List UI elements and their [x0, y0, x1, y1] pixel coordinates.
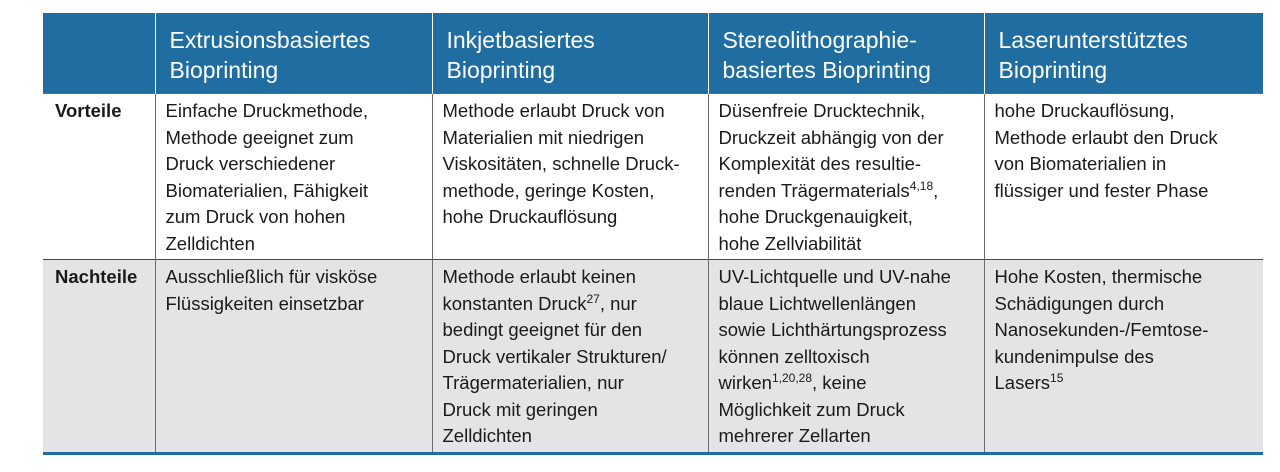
cell-line: Hohe Kosten, thermische — [994, 266, 1203, 287]
cell-line-suffix: , nur — [599, 292, 637, 314]
cell-line: Biomaterialien, Fähigkeit — [165, 179, 369, 201]
header-line: Bioprinting — [169, 57, 279, 83]
header-line: basiertes Bioprinting — [722, 57, 931, 83]
header-line: Inkjetbasiertes — [446, 27, 595, 53]
cell-line: Druckzeit abhängig von der — [718, 126, 944, 148]
table-row-vorteile: Vorteile Einfache Druckmethode, Methode … — [43, 93, 1263, 260]
cell-line: hohe Druckgenauigkeit, — [718, 206, 913, 227]
cell-line: zum Druck von hohen — [165, 206, 346, 227]
cell-nachteile-inkjet: Methode erlaubt keinen konstanten Druck2… — [431, 259, 708, 452]
reference-superscript: 4,18 — [909, 178, 934, 193]
cell-line: hohe Zellviabilität — [718, 232, 862, 254]
cell-line: konstanten Druck — [442, 292, 587, 314]
cell-line-suffix: , keine — [812, 372, 867, 393]
cell-line: UV-Lichtquelle und UV-nahe — [718, 266, 951, 287]
cell-nachteile-stereolithography: UV-Lichtquelle und UV-nahe blaue Lichtwe… — [707, 259, 984, 452]
header-stereolithography: Stereolithographie- basiertes Bioprintin… — [707, 13, 984, 94]
header-line: Stereolithographie- — [722, 27, 917, 53]
bioprinting-comparison-table: Extrusionsbasiertes Bioprinting Inkjetba… — [43, 13, 1263, 452]
reference-superscript: 15 — [1050, 370, 1064, 385]
cell-line: blaue Lichtwellenlängen — [718, 292, 916, 314]
cell-line: Methode geeignet zum — [165, 126, 354, 148]
cell-line: Viskositäten, schnelle Druck- — [442, 153, 680, 174]
header-line: Bioprinting — [446, 57, 556, 83]
cell-line: Druck vertikaler Strukturen/ — [442, 345, 667, 367]
cell-line: Methode erlaubt keinen — [442, 266, 636, 287]
cell-line: Methode erlaubt Druck von — [442, 100, 665, 121]
cell-line: Nanosekunden-/Femtose- — [994, 319, 1209, 340]
cell-line: renden Trägermaterials — [718, 179, 910, 201]
cell-line: Düsenfreie Drucktechnik, — [718, 100, 926, 121]
cell-line: hohe Druckauflösung, — [994, 100, 1175, 121]
cell-line: Materialien mit niedrigen — [442, 126, 645, 148]
cell-line: Lasers — [994, 372, 1051, 393]
cell-line: Schädigungen durch — [994, 292, 1165, 314]
cell-line: Zelldichten — [442, 425, 532, 446]
cell-line: Möglichkeit zum Druck — [718, 398, 905, 420]
cell-line-suffix: , — [933, 179, 939, 201]
cell-line: Druck verschiedener — [165, 153, 336, 174]
comparison-table-frame: Extrusionsbasiertes Bioprinting Inkjetba… — [43, 13, 1263, 455]
cell-nachteile-extrusion: Ausschließlich für visköse Flüssigkeiten… — [154, 259, 432, 452]
table-header: Extrusionsbasiertes Bioprinting Inkjetba… — [43, 13, 1263, 94]
cell-line: kundenimpulse des — [994, 345, 1154, 367]
cell-line: Methode erlaubt den Druck — [994, 126, 1218, 148]
cell-vorteile-extrusion: Einfache Druckmethode, Methode geeignet … — [154, 93, 432, 260]
header-inkjet: Inkjetbasiertes Bioprinting — [431, 13, 708, 94]
cell-line: mehrerer Zellarten — [718, 425, 871, 446]
header-corner-cell — [43, 13, 155, 94]
table-row-nachteile: Nachteile Ausschließlich für visköse Flü… — [43, 259, 1263, 452]
cell-line: sowie Lichthärtungsprozess — [718, 319, 947, 340]
cell-vorteile-stereolithography: Düsenfreie Drucktechnik, Druckzeit abhän… — [707, 93, 984, 260]
header-laser: Laserunterstütztes Bioprinting — [983, 13, 1263, 94]
cell-line: bedingt geeignet für den — [442, 319, 643, 340]
cell-line: hohe Druckauflösung — [442, 206, 618, 227]
cell-line: Druck mit geringen — [442, 398, 598, 420]
cell-line: Zelldichten — [165, 232, 255, 254]
cell-line: können zelltoxisch — [718, 345, 870, 367]
cell-nachteile-laser: Hohe Kosten, thermische Schädigungen dur… — [983, 259, 1263, 452]
cell-line: Komplexität des resultie- — [718, 153, 922, 174]
row-label-vorteile: Vorteile — [43, 93, 155, 260]
reference-superscript: 1,20,28 — [771, 370, 813, 385]
header-line: Laserunterstütztes — [998, 27, 1188, 53]
reference-superscript: 27 — [586, 291, 600, 306]
cell-line: Trägermaterialien, nur — [442, 372, 624, 393]
cell-vorteile-laser: hohe Druckauflösung, Methode erlaubt den… — [983, 93, 1263, 260]
cell-line: Flüssigkeiten einsetzbar — [165, 292, 364, 314]
row-label-nachteile: Nachteile — [43, 259, 155, 452]
header-extrusion: Extrusionsbasiertes Bioprinting — [154, 13, 432, 94]
cell-line: Ausschließlich für visköse — [165, 266, 378, 287]
header-line: Extrusionsbasiertes — [169, 27, 371, 53]
cell-line: methode, geringe Kosten, — [442, 179, 655, 201]
cell-line: Einfache Druckmethode, — [165, 100, 369, 121]
cell-line: wirken — [718, 372, 772, 393]
header-line: Bioprinting — [998, 57, 1108, 83]
cell-line: von Biomaterialien in — [994, 153, 1167, 174]
cell-line: flüssiger und fester Phase — [994, 179, 1209, 201]
cell-vorteile-inkjet: Methode erlaubt Druck von Materialien mi… — [431, 93, 708, 260]
